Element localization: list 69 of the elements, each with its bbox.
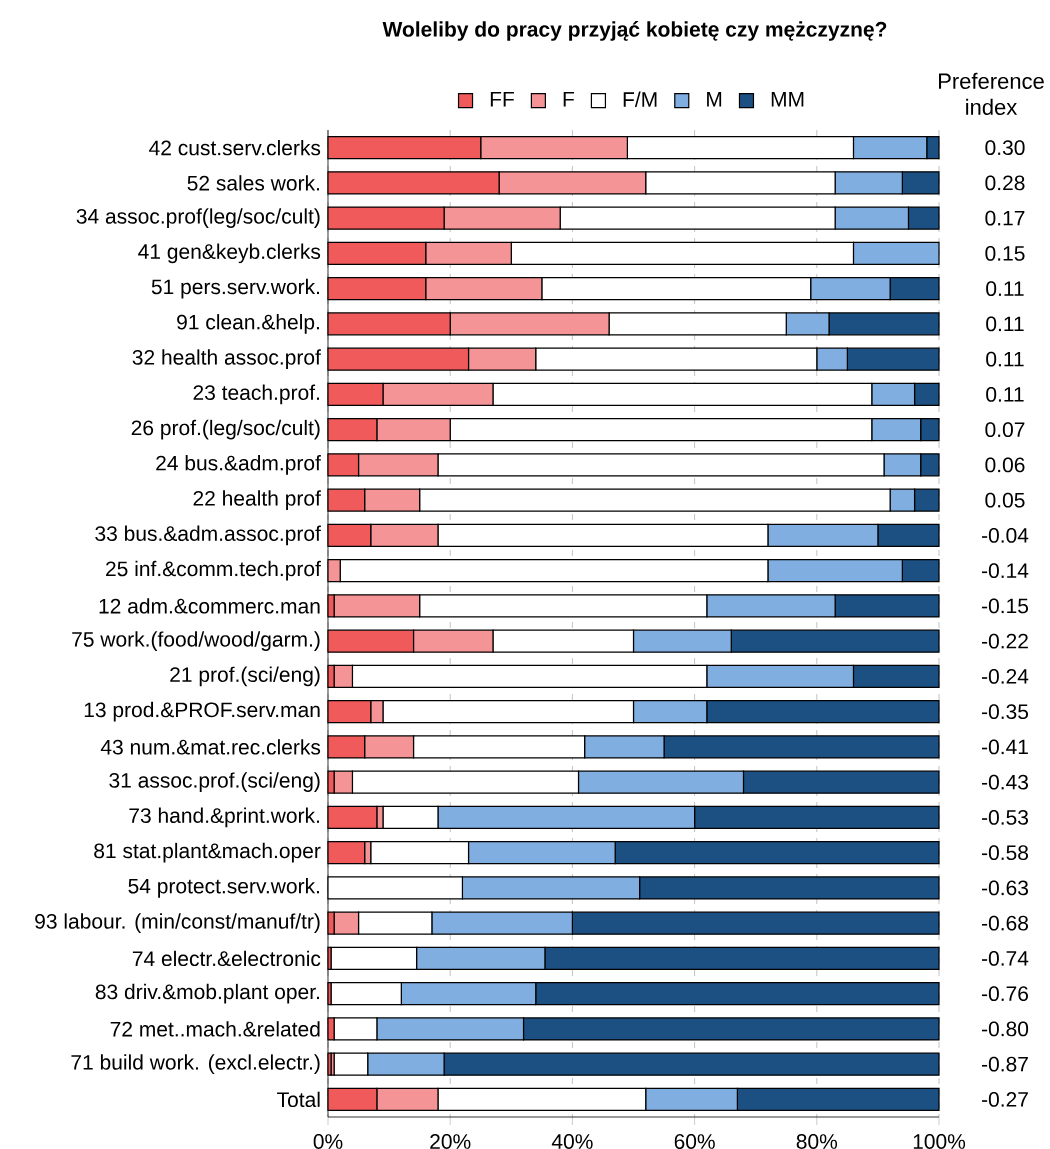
y-tick-label: 12 adm.&commerc.man: [99, 598, 320, 614]
y-tick-label: 73 hand.&print.work.: [129, 807, 319, 828]
y-tick-label: 42 cust.serv.clerks: [149, 139, 321, 156]
x-tick-label: 0%: [313, 1134, 343, 1149]
legend-label: MM: [771, 91, 804, 107]
legend-label: F/M: [623, 91, 657, 107]
y-tick-label: 71 build work. (excl.electr.): [71, 1054, 320, 1074]
y-tick-label: 33 bus.&adm.assoc.prof: [95, 525, 321, 546]
y-tick-label: 23 teach.prof.: [193, 384, 319, 405]
text: -0.24: [982, 668, 1029, 684]
y-tick-label: 51 pers.serv.work.: [151, 278, 320, 299]
y-tick-label: 32 health assoc.prof: [132, 349, 321, 369]
text: -0.80: [982, 1021, 1029, 1037]
text: 0.15: [985, 245, 1025, 261]
text: -0.74: [982, 950, 1029, 966]
text: -0.27: [982, 1091, 1028, 1107]
text: -0.43: [982, 774, 1029, 790]
y-tick-label: 83 driv.&mob.plant oper.: [95, 983, 319, 1004]
text: -0.87: [982, 1056, 1028, 1072]
y-tick-label: 22 health prof: [193, 490, 321, 510]
x-tick-label: 40%: [551, 1134, 593, 1149]
y-tick-label: 21 prof.(sci/eng): [170, 666, 320, 687]
text: 0.11: [986, 386, 1024, 402]
y-tick-label: 31 assoc.prof.(sci/eng): [109, 772, 320, 792]
text: -0.76: [982, 986, 1029, 1002]
x-tick-label: 80%: [796, 1134, 838, 1149]
text: -0.68: [982, 915, 1029, 931]
text: 0.06: [985, 457, 1025, 473]
text: 0.11: [986, 281, 1024, 297]
text: 0.05: [985, 492, 1025, 508]
text: -0.14: [982, 563, 1029, 579]
y-tick-label: 81 stat.plant&mach.oper: [94, 842, 321, 863]
text: 0.28: [985, 175, 1025, 191]
legend-label: FF: [490, 91, 514, 107]
text: -0.22: [982, 633, 1028, 649]
text: 0.11: [986, 316, 1024, 332]
text: -0.35: [982, 704, 1029, 720]
y-tick-label: 72 met..mach.&related: [110, 1021, 320, 1037]
y-tick-label: 43 num.&mat.rec.clerks: [100, 739, 321, 755]
y-tick-label: 91 clean.&help.: [177, 314, 319, 334]
text: 0.07: [985, 422, 1025, 438]
text: 0.11: [986, 351, 1024, 367]
text: -0.04: [982, 527, 1029, 543]
chart-title: Woleliby do pracy przyjąć kobietę czy mężczyznę?: [382, 21, 887, 41]
y-tick-label: 25 inf.&comm.tech.prof: [106, 560, 321, 581]
text: 0.17: [985, 210, 1025, 226]
y-tick-label: 93 labour. (min/const/manuf/tr): [35, 913, 320, 933]
y-tick-label: Total: [277, 1091, 320, 1108]
y-tick-label: 74 electr.&electronic: [132, 950, 321, 967]
y-tick-label: 41 gen&keyb.clerks: [138, 243, 321, 264]
text: -0.53: [982, 809, 1029, 825]
legend-label: F: [563, 91, 574, 107]
text: -0.58: [982, 845, 1029, 861]
x-tick-label: 20%: [430, 1134, 471, 1149]
text: -0.15: [982, 598, 1029, 614]
y-tick-label: 75 work.(food/wood/garm.): [72, 631, 320, 651]
x-tick-label: 60%: [674, 1134, 715, 1149]
y-tick-label: 54 protect.serv.work.: [128, 878, 320, 898]
y-tick-label: 13 prod.&PROF.serv.man: [84, 701, 320, 722]
text: -0.63: [982, 880, 1029, 896]
y-tick-label: 52 sales work.: [187, 175, 319, 191]
y-tick-label: 26 prof.(leg/soc/cult): [131, 419, 320, 440]
legend-label: M: [707, 91, 722, 107]
y-tick-label: 34 assoc.prof(leg/soc/cult): [76, 208, 320, 228]
y2-axis-title: Preference index: [939, 72, 1044, 115]
y-tick-label: 24 bus.&adm.prof: [156, 455, 321, 475]
x-tick-label: 100%: [913, 1134, 966, 1149]
text: -0.41: [982, 739, 1028, 755]
text: 0.30: [985, 140, 1025, 156]
